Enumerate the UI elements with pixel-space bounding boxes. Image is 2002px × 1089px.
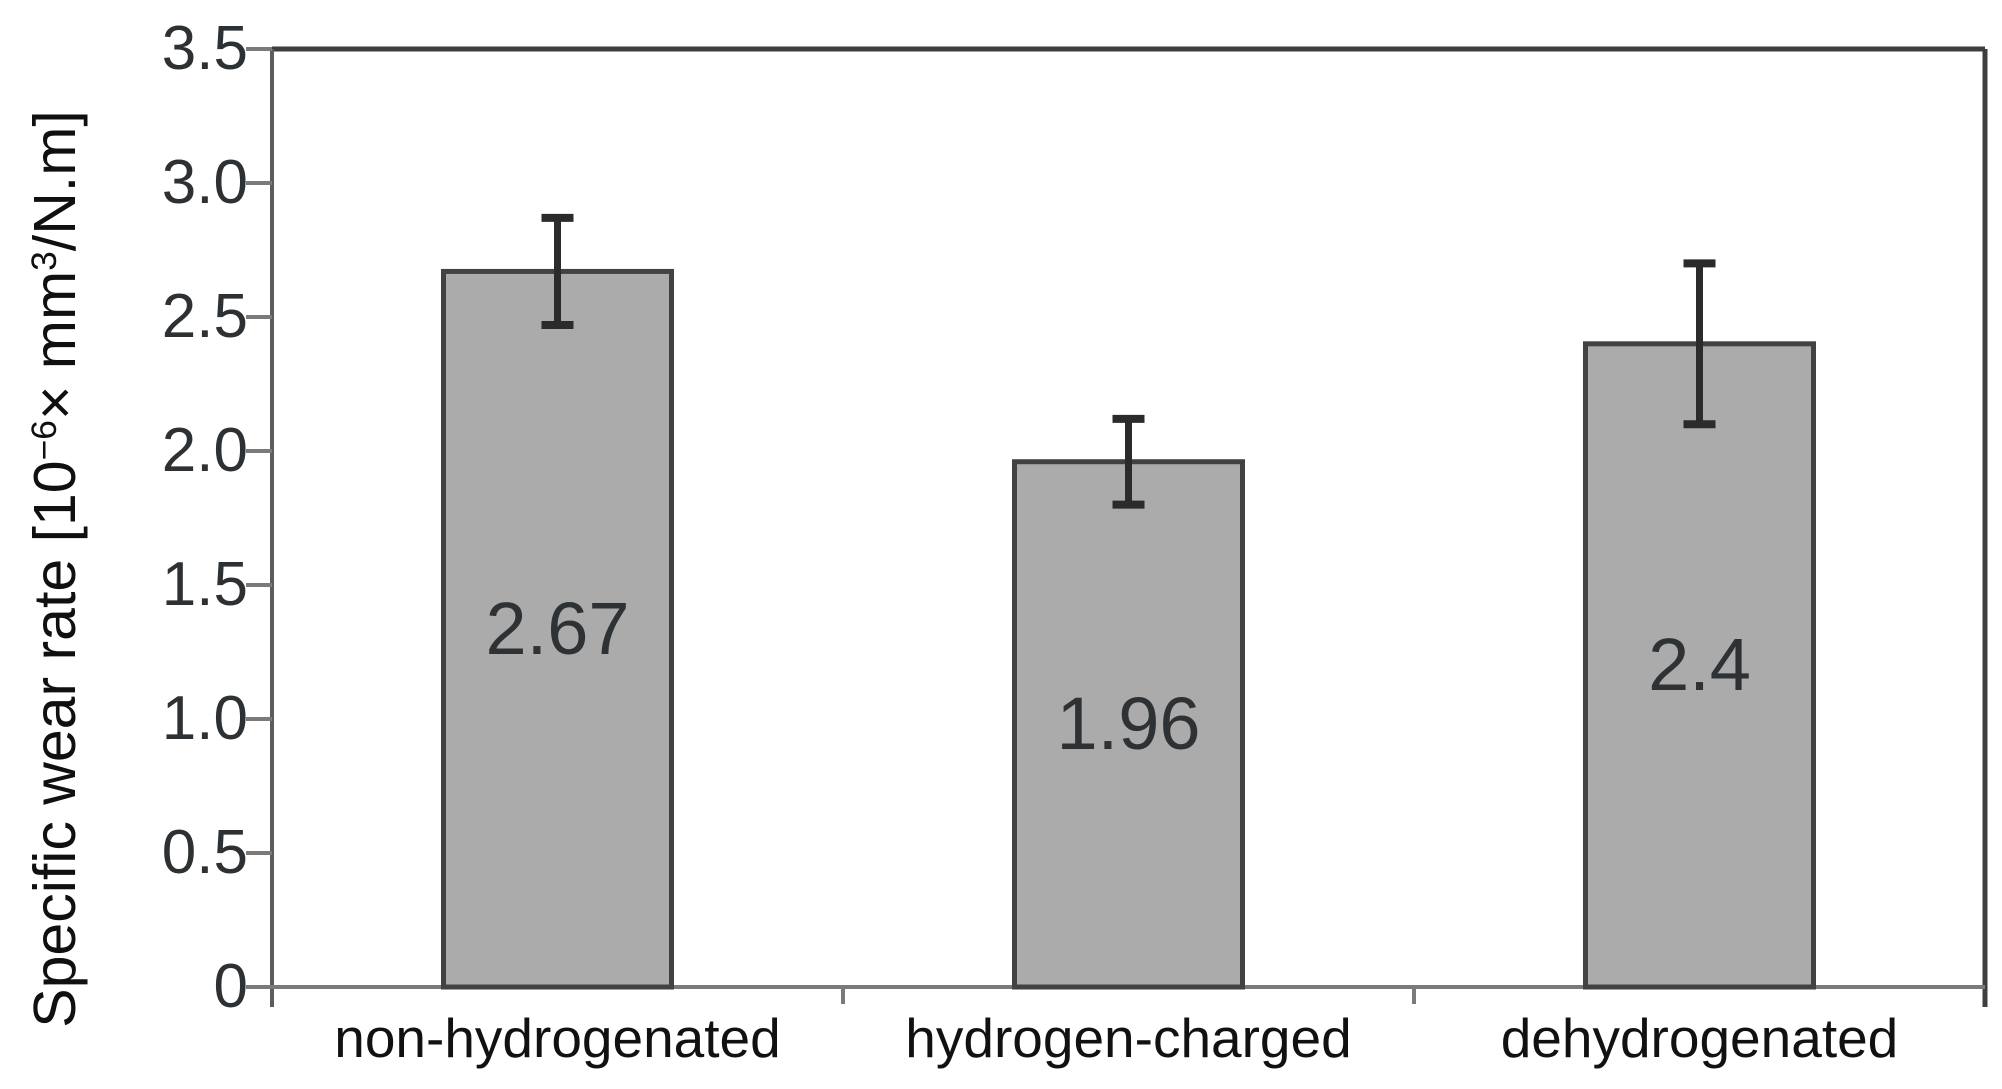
bar-non-hydrogenated <box>441 268 674 990</box>
y-tick-label-7: 3.5 <box>161 14 248 83</box>
y-tick-label-5: 2.5 <box>161 282 248 351</box>
y-tick-label-6: 3.0 <box>161 148 248 217</box>
x-category-label-2: dehydrogenated <box>1500 1007 1899 1069</box>
y-axis-title-units-tail: /N.m] <box>22 110 88 252</box>
y-tick-label-3: 1.5 <box>161 550 248 619</box>
y-axis-title-superscript-exponent: −6 <box>23 420 64 461</box>
bar-value-label-1: 1.96 <box>1056 682 1201 766</box>
bar-value-label-2: 2.4 <box>1648 623 1751 707</box>
bar-hydrogen-charged <box>1012 459 1245 990</box>
y-axis-title-text: Specific wear rate [10 <box>22 460 88 1028</box>
y-tick-label-2: 1.0 <box>161 684 248 753</box>
y-axis-title-superscript-cubed: 3 <box>23 251 64 271</box>
x-category-label-0: non-hydrogenated <box>334 1007 781 1069</box>
y-tick-label-4: 2.0 <box>161 416 248 485</box>
y-tick-label-1: 0.5 <box>161 818 248 887</box>
y-axis-title-units: × mm <box>22 270 88 421</box>
bar-value-label-0: 2.67 <box>485 587 630 671</box>
x-category-label-1: hydrogen-charged <box>905 1007 1352 1069</box>
y-axis-title: Specific wear rate [10−6× mm3/N.m] <box>13 69 97 1069</box>
y-tick-label-0: 0 <box>213 952 248 1021</box>
bar-dehydrogenated <box>1583 341 1816 990</box>
